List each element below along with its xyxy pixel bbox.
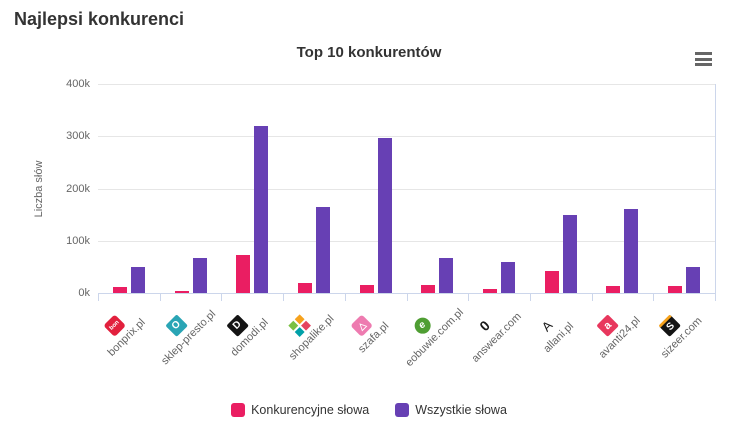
x-axis-tick bbox=[530, 293, 531, 301]
x-axis-tick bbox=[283, 293, 284, 301]
y-axis-tick-label: 100k bbox=[66, 234, 90, 247]
bar-konkurencyjne-avanti24.pl[interactable] bbox=[606, 286, 620, 293]
y-axis-tick-label: 300k bbox=[66, 130, 90, 143]
chart-title: Top 10 konkurentów bbox=[296, 44, 442, 61]
bar-wszystkie-answear.com[interactable] bbox=[501, 262, 515, 293]
y-gridline bbox=[98, 188, 715, 190]
x-axis-tick bbox=[653, 293, 654, 301]
bar-wszystkie-avanti24.pl[interactable] bbox=[624, 209, 638, 293]
x-axis-tick bbox=[160, 293, 161, 301]
x-axis-tick bbox=[468, 293, 469, 301]
hamburger-icon bbox=[695, 52, 712, 55]
y-axis-tick-label: 200k bbox=[66, 182, 90, 195]
y-axis-tick-label: 0k bbox=[78, 287, 90, 299]
legend-item-konkurencyjne-slowa[interactable]: Konkurencyjne słowa bbox=[231, 403, 369, 417]
y-gridline bbox=[98, 136, 715, 138]
hamburger-icon bbox=[695, 63, 712, 66]
bar-konkurencyjne-sizeer.com[interactable] bbox=[668, 286, 682, 293]
y-axis-tick-label: 400k bbox=[66, 78, 90, 90]
bar-konkurencyjne-sklep-presto.pl[interactable] bbox=[175, 291, 189, 293]
bar-wszystkie-sklep-presto.pl[interactable] bbox=[193, 258, 207, 293]
x-axis-tick bbox=[407, 293, 408, 301]
legend-label: Wszystkie słowa bbox=[415, 403, 507, 417]
legend: Konkurencyjne słowa Wszystkie słowa bbox=[0, 403, 738, 417]
bar-konkurencyjne-szafa.pl[interactable] bbox=[360, 285, 374, 293]
bar-wszystkie-eobuwie.com.pl[interactable] bbox=[439, 258, 453, 293]
y-gridline bbox=[98, 84, 715, 85]
x-axis-tick bbox=[715, 293, 716, 301]
bar-konkurencyjne-bonprix.pl[interactable] bbox=[113, 287, 127, 293]
bar-konkurencyjne-shopalike.pl[interactable] bbox=[298, 283, 312, 293]
bar-konkurencyjne-answear.com[interactable] bbox=[483, 289, 497, 293]
bar-wszystkie-domodi.pl[interactable] bbox=[254, 126, 268, 293]
plot-right-border bbox=[715, 84, 716, 293]
page-title: Najlepsi konkurenci bbox=[14, 9, 185, 29]
x-axis-tick bbox=[221, 293, 222, 301]
bar-wszystkie-szafa.pl[interactable] bbox=[378, 138, 392, 293]
x-axis-tick bbox=[345, 293, 346, 301]
legend-item-wszystkie-slowa[interactable]: Wszystkie słowa bbox=[395, 403, 507, 417]
x-axis-tick bbox=[592, 293, 593, 301]
bar-konkurencyjne-allani.pl[interactable] bbox=[545, 271, 559, 293]
bar-wszystkie-allani.pl[interactable] bbox=[563, 215, 577, 293]
bar-wszystkie-sizeer.com[interactable] bbox=[686, 267, 700, 293]
bar-konkurencyjne-domodi.pl[interactable] bbox=[236, 255, 250, 293]
bar-konkurencyjne-eobuwie.com.pl[interactable] bbox=[421, 285, 435, 293]
chart-context-menu-button[interactable] bbox=[695, 52, 712, 66]
x-axis-tick bbox=[98, 293, 99, 301]
legend-label: Konkurencyjne słowa bbox=[251, 403, 370, 417]
bar-wszystkie-bonprix.pl[interactable] bbox=[131, 267, 145, 293]
bar-wszystkie-shopalike.pl[interactable] bbox=[316, 207, 330, 293]
legend-swatch-icon bbox=[395, 403, 410, 417]
hamburger-icon bbox=[695, 57, 712, 61]
legend-swatch-icon bbox=[231, 403, 246, 417]
y-gridline bbox=[98, 240, 715, 242]
